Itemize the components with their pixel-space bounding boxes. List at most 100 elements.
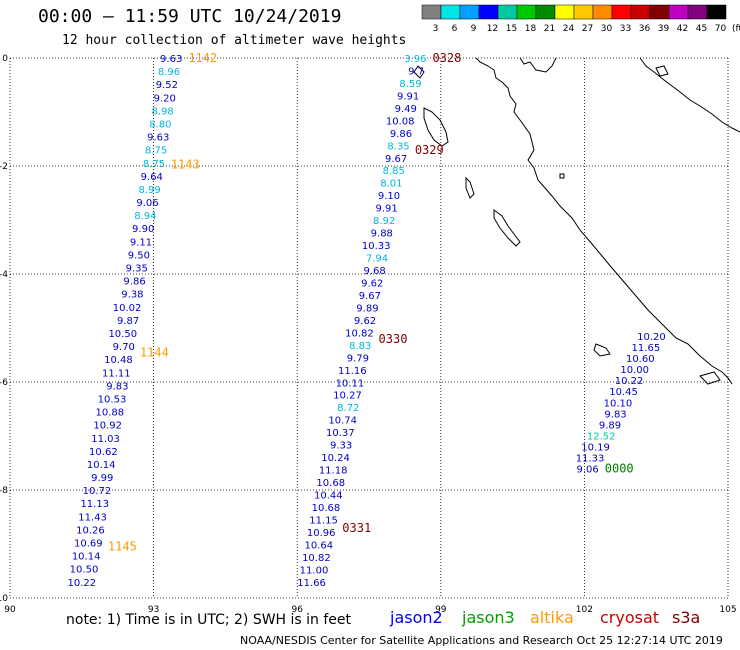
- x-tick-label: 90: [4, 605, 16, 615]
- pass-time-label: 1145: [108, 540, 137, 554]
- legend-s3a: s3a: [672, 608, 701, 627]
- colorbar-label: 24: [563, 24, 575, 34]
- wave-height-point: 11.11: [102, 368, 131, 379]
- wave-height-point: 9.64: [141, 172, 163, 183]
- wave-height-point: 9.63: [160, 54, 182, 65]
- colorbar-swatch: [440, 4, 461, 20]
- wave-height-point: 9.62: [361, 278, 383, 289]
- wave-height-point: 10.14: [72, 552, 101, 563]
- legend-jason2: jason2: [390, 608, 443, 627]
- colorbar-label: 33: [620, 24, 631, 34]
- island-small-a: [413, 65, 425, 79]
- wave-height-point: 8.83: [349, 341, 371, 352]
- island-nias: [465, 176, 475, 199]
- pass-time-label: 1142: [188, 51, 217, 65]
- axis-ticks: 90 93 96 99 102 105 0 -2 -4 -6 -8 -10: [0, 54, 737, 615]
- colorbar-label: 18: [525, 24, 537, 34]
- footnote: note: 1) Time is in UTC; 2) SWH is in fe…: [66, 612, 352, 628]
- colorbar-label: 9: [471, 24, 477, 34]
- colorbar-swatch: [459, 4, 480, 20]
- wave-height-point: 9.87: [117, 316, 139, 327]
- wave-height-point: 10.82: [345, 328, 374, 339]
- coastline-malaya: [639, 57, 740, 133]
- wave-height-point: 11.43: [78, 512, 107, 523]
- pass-time-label: 0330: [379, 332, 408, 346]
- wave-height-point: 10.10: [604, 398, 633, 409]
- wave-height-point: 10.68: [316, 478, 345, 489]
- colorbar-swatch: [535, 4, 556, 20]
- wave-height-point: 9.06: [136, 198, 158, 209]
- wave-height-point: 9.68: [363, 266, 385, 277]
- wave-height-point: 11.00: [300, 565, 329, 576]
- x-tick-label: 102: [576, 605, 593, 615]
- wave-height-point: 10.50: [70, 565, 99, 576]
- wave-height-point: 8.75: [145, 146, 167, 157]
- wave-height-point: 10.33: [362, 241, 391, 252]
- wave-height-point: 9.79: [347, 353, 369, 364]
- wave-height-point: 9.50: [128, 250, 150, 261]
- pass-time-label: 0331: [342, 521, 371, 535]
- wave-height-point: 8.99: [139, 185, 161, 196]
- colorbar-swatch: [516, 4, 537, 20]
- wave-height-point: 12.52: [587, 431, 616, 442]
- wave-height-point: 10.68: [312, 503, 341, 514]
- wave-height-point: 9.62: [354, 316, 376, 327]
- wave-height-point: 8.75: [143, 159, 165, 170]
- x-tick-label: 93: [148, 605, 159, 615]
- wave-height-point: 9.86: [390, 129, 412, 140]
- wave-height-point: 10.48: [104, 355, 133, 366]
- wave-height-point: 10.26: [76, 525, 105, 536]
- wave-height-point: 10.27: [333, 391, 362, 402]
- colorbar-swatch: [573, 4, 594, 20]
- wave-height-point: 9.35: [126, 264, 148, 275]
- wave-height-point: 10.45: [609, 387, 638, 398]
- legend-jason3: jason3: [462, 608, 515, 627]
- coastline-sumatra: [475, 57, 733, 385]
- colorbar-label: 6: [452, 24, 458, 34]
- wave-height-point: 8.35: [387, 141, 409, 152]
- wave-height-point: 8.98: [151, 106, 173, 117]
- wave-height-point: 11.65: [632, 343, 661, 354]
- island-small-c: [699, 371, 721, 385]
- colorbar-swatch: [592, 4, 613, 20]
- colorbar-swatch: [554, 4, 575, 20]
- wave-height-point: 9.63: [147, 133, 169, 144]
- wave-height-point: 9.38: [121, 290, 143, 301]
- chart-subtitle: 12 hour collection of altimeter wave hei…: [62, 33, 407, 48]
- colorbar-unit: (ft): [732, 24, 740, 34]
- pass-time-label: 1144: [140, 345, 169, 359]
- wave-height-point: 8.96: [158, 67, 180, 78]
- wave-height-point: 11.33: [576, 453, 605, 464]
- colorbar-label: 3: [433, 24, 439, 34]
- wave-height-point: 8.59: [399, 79, 421, 90]
- x-tick-label: 99: [435, 605, 447, 615]
- wave-height-point: 10.00: [620, 365, 649, 376]
- wave-height-point: 11.18: [319, 466, 348, 477]
- wave-height-point: 10.53: [98, 394, 127, 405]
- colorbar-swatch: [649, 4, 670, 20]
- wave-height-point: 10.20: [637, 332, 666, 343]
- colorbar-swatch: [421, 4, 442, 20]
- colorbar-swatch: [611, 4, 632, 20]
- x-tick-label: 96: [291, 605, 303, 615]
- wave-height-point: 10.72: [83, 486, 112, 497]
- wave-height-point: 11.66: [297, 578, 326, 589]
- y-tick-label: 0: [2, 54, 8, 64]
- legend-cryosat: cryosat: [600, 608, 660, 627]
- colorbar-swatch: [497, 4, 518, 20]
- colorbar-swatch: [706, 4, 727, 20]
- wave-height-point: 10.08: [386, 116, 415, 127]
- wave-height-point: 9.52: [156, 80, 178, 91]
- wave-height-point: 10.22: [615, 376, 644, 387]
- wave-height-point: 10.24: [321, 453, 350, 464]
- wave-height-point: 10.64: [304, 540, 333, 551]
- pass-time-label: 1143: [171, 157, 200, 171]
- island-siberut: [493, 209, 521, 247]
- wave-height-point: 9.7: [408, 66, 424, 77]
- wave-height-point: 11.03: [91, 434, 120, 445]
- wave-height-point: 9.86: [123, 277, 145, 288]
- wave-height-point: 10.44: [314, 491, 343, 502]
- wave-height-point: 9.49: [395, 104, 417, 115]
- wave-height-point: 9.83: [106, 381, 128, 392]
- wave-height-point: 9.91: [375, 204, 397, 215]
